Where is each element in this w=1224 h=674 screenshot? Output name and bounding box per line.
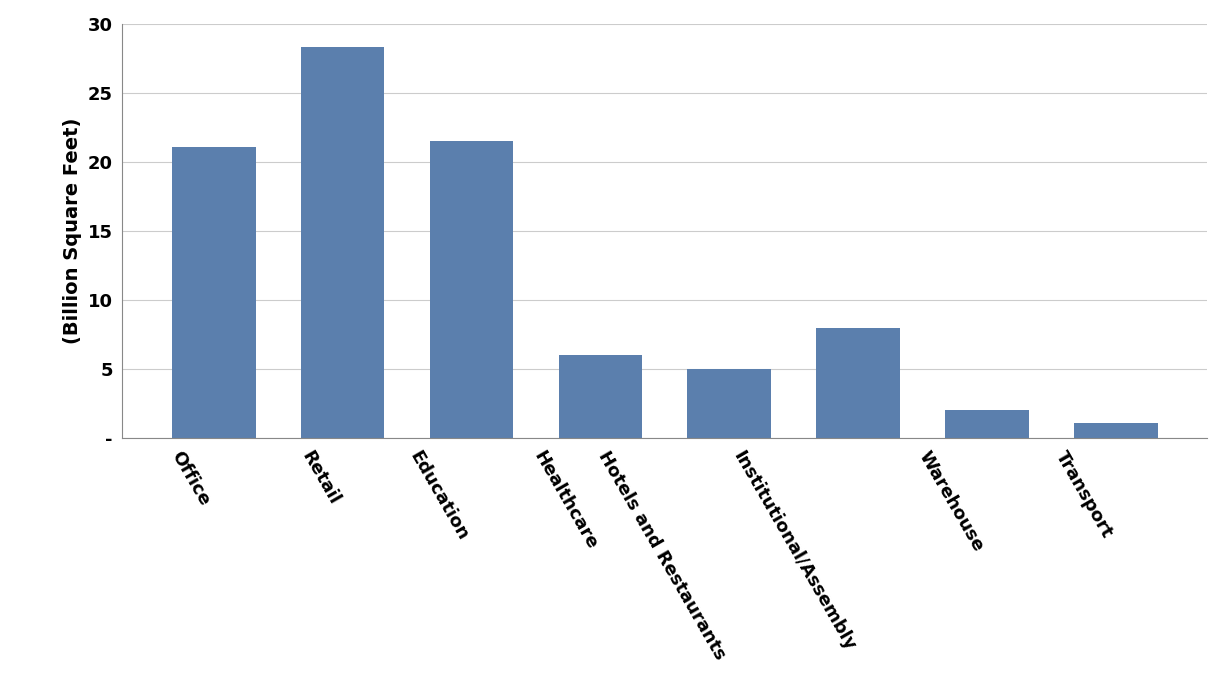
Y-axis label: (Billion Square Feet): (Billion Square Feet) (64, 118, 82, 344)
Bar (301, 47, 384, 438)
Bar (171, 147, 256, 438)
Bar (688, 369, 771, 438)
Bar (945, 410, 1029, 438)
Bar (816, 328, 900, 438)
Bar (430, 141, 513, 438)
Bar (1075, 423, 1158, 438)
Bar (558, 355, 643, 438)
